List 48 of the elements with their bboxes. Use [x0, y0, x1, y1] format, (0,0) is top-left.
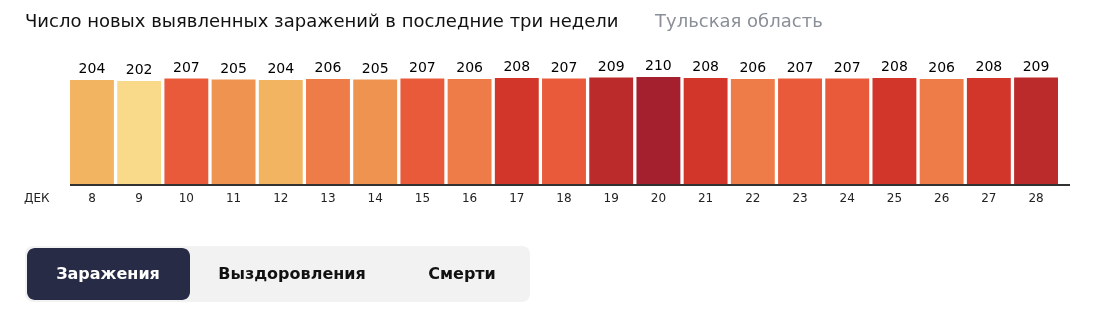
x-tick-label: 11	[225, 191, 242, 205]
x-tick-label: 13	[320, 191, 336, 205]
x-tick-label: 10	[178, 191, 194, 205]
x-tick-label: 25	[886, 191, 903, 205]
text: ДЕК	[24, 191, 50, 205]
x-tick-label: 18	[556, 191, 572, 205]
x-tick-label: 24	[839, 191, 855, 205]
data-label: 207	[550, 58, 578, 75]
x-tick-label: 28	[1028, 191, 1044, 205]
data-label: 209	[597, 57, 625, 74]
data-label: 208	[881, 58, 908, 75]
data-label: 207	[786, 58, 814, 75]
data-label: 204	[78, 60, 106, 77]
x-tick-label: 22	[745, 191, 761, 205]
data-label: 208	[503, 58, 531, 75]
data-label: 206	[456, 59, 484, 76]
data-label: 207	[833, 58, 861, 75]
data-label: 204	[267, 60, 295, 77]
data-label: 206	[928, 59, 956, 76]
text: Заражения	[56, 264, 160, 283]
x-tick-label: 23	[792, 191, 808, 205]
x-tick-label: 15	[414, 191, 431, 205]
data-label: 206	[314, 59, 342, 76]
x-tick-label: 8	[88, 191, 96, 205]
data-label: 207	[409, 58, 436, 75]
x-tick-label: 19	[603, 191, 619, 205]
chart-subtitle: Тульская область	[654, 10, 823, 31]
x-tick-label: 16	[461, 191, 478, 205]
text: Выздоровления	[218, 264, 366, 283]
chart-title: Число новых выявленных заражений в последние три недели	[25, 10, 619, 31]
x-tick-label: 17	[509, 191, 525, 205]
x-tick-label: 27	[981, 191, 997, 205]
data-label: 210	[645, 57, 672, 73]
data-label: 208	[692, 58, 719, 75]
data-label: 202	[125, 61, 153, 78]
data-label: 209	[1022, 57, 1050, 74]
x-tick-label: 14	[367, 191, 383, 205]
data-label: 205	[361, 59, 389, 76]
text: Смерти	[428, 264, 496, 283]
data-label: 206	[739, 59, 767, 76]
x-tick-label: 26	[934, 191, 950, 205]
data-label: 205	[220, 59, 247, 76]
x-tick-label: 9	[135, 191, 143, 205]
data-label: 208	[975, 58, 1003, 75]
x-tick-label: 21	[697, 191, 714, 205]
data-label: 207	[172, 58, 200, 75]
x-tick-label: 20	[650, 191, 667, 205]
x-tick-label: 12	[273, 191, 289, 205]
